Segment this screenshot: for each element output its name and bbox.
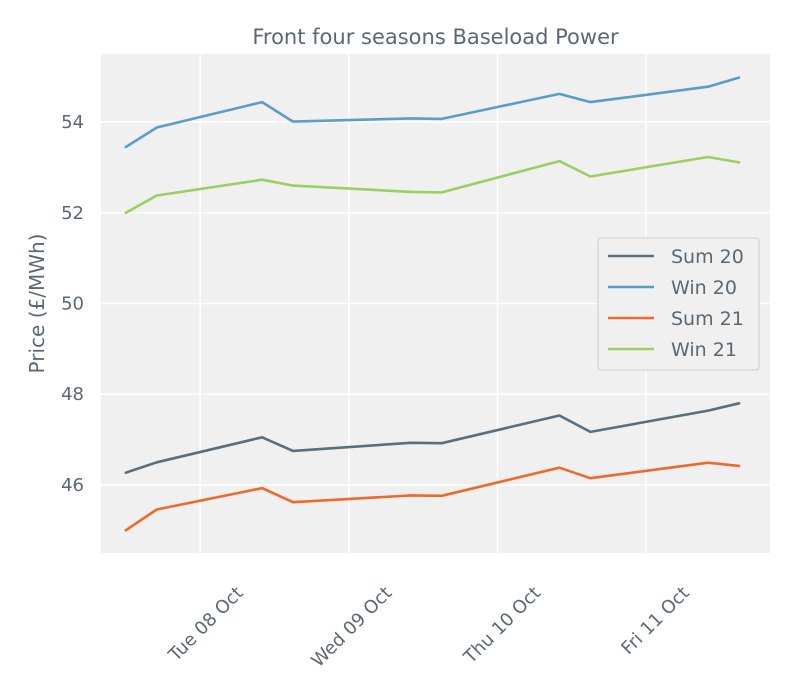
y-tick-label: 52 [61,203,84,224]
y-axis-label: Price (£/MWh) [25,234,49,374]
y-tick-label: 54 [61,112,84,133]
y-tick-label: 50 [61,294,84,315]
legend-label: Win 21 [671,339,737,361]
x-tick-label: Wed 09 Oct [307,583,396,672]
legend-label: Sum 21 [671,308,744,330]
legend-label: Sum 20 [671,246,744,268]
x-tick-labels: Tue 08 Oct Wed 09 Oct Thu 10 Oct Fri 11 Oct [164,583,694,672]
chart-title: Front four seasons Baseload Power [252,25,619,49]
legend-label: Win 20 [671,277,737,299]
y-tick-label: 46 [61,475,84,496]
series-lines [124,76,741,532]
series-line-win-20 [124,76,741,149]
x-tick-label: Thu 10 Oct [459,583,545,669]
legend: Sum 20 Win 20 Sum 21 Win 21 [597,237,760,371]
series-line-win-21 [124,155,741,215]
series-line-sum-20 [124,401,741,475]
series-line-sum-21 [124,461,741,532]
x-tick-label: Fri 11 Oct [617,583,693,659]
x-tick-label: Tue 08 Oct [164,583,248,667]
grid [101,54,770,553]
legend-box [597,237,760,371]
y-tick-label: 48 [61,384,84,405]
y-tick-labels: 46 48 50 52 54 [61,112,84,496]
